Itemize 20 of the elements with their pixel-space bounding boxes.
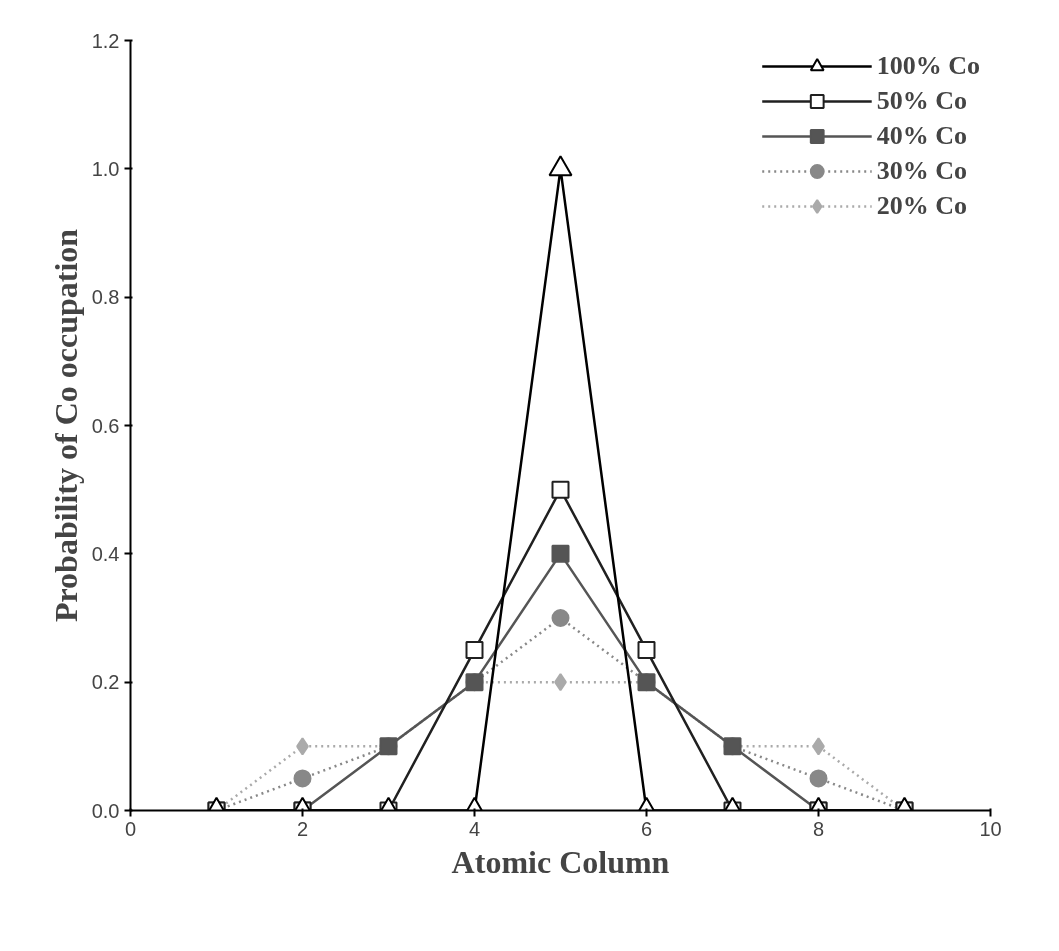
- y-tick-label: 1.0: [91, 157, 120, 180]
- legend-label: 50% Co: [876, 85, 967, 117]
- y-tick-label: 1.2: [91, 29, 120, 52]
- x-tick-label: 8: [812, 817, 825, 840]
- x-tick-label: 0: [124, 817, 137, 840]
- x-tick-label: 2: [296, 817, 309, 840]
- legend-label: 30% Co: [876, 155, 967, 187]
- legend-label: 20% Co: [876, 190, 967, 222]
- y-axis-title: Probability of Co occupation: [47, 228, 84, 623]
- x-axis-title: Atomic Column: [451, 843, 670, 880]
- y-tick-label: 0.2: [91, 671, 120, 694]
- x-tick-label: 6: [640, 817, 653, 840]
- y-tick-label: 0.6: [91, 414, 120, 437]
- legend-label: 100% Co: [876, 50, 980, 82]
- y-tick-label: 0.0: [91, 799, 120, 822]
- x-tick-label: 4: [468, 817, 481, 840]
- y-tick-label: 0.4: [91, 542, 120, 565]
- x-tick-label: 10: [979, 817, 1002, 840]
- y-tick-label: 0.8: [91, 286, 120, 309]
- legend-label: 40% Co: [876, 120, 967, 152]
